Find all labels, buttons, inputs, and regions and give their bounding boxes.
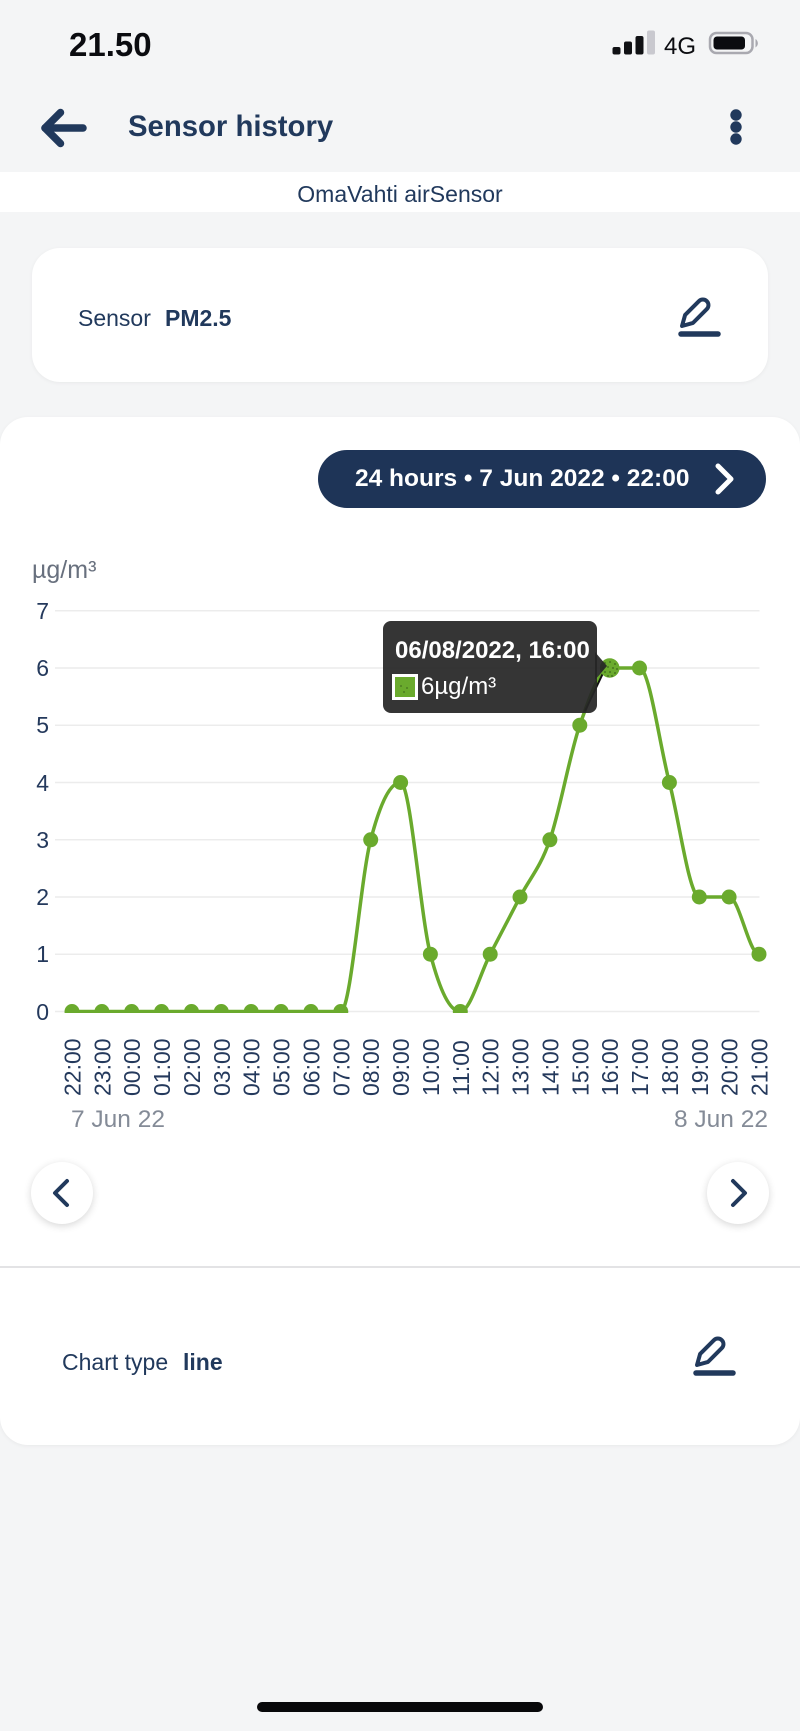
svg-text:19:00: 19:00: [687, 1038, 713, 1096]
svg-text:06:00: 06:00: [299, 1038, 325, 1096]
svg-text:1: 1: [36, 941, 49, 967]
svg-text:09:00: 09:00: [388, 1038, 414, 1096]
svg-text:0: 0: [36, 999, 49, 1025]
svg-text:05:00: 05:00: [269, 1038, 295, 1096]
svg-text:8 Jun 22: 8 Jun 22: [674, 1106, 768, 1133]
svg-text:2: 2: [36, 884, 49, 910]
svg-text:4G: 4G: [664, 33, 696, 60]
svg-text:02:00: 02:00: [179, 1038, 205, 1096]
svg-text:15:00: 15:00: [567, 1038, 593, 1096]
svg-text:4: 4: [36, 770, 49, 796]
svg-text:23:00: 23:00: [89, 1038, 115, 1096]
svg-text:3: 3: [36, 827, 49, 853]
svg-text:6: 6: [36, 655, 49, 681]
svg-text:12:00: 12:00: [478, 1038, 504, 1096]
svg-text:01:00: 01:00: [149, 1038, 175, 1096]
svg-text:10:00: 10:00: [418, 1038, 444, 1096]
svg-text:04:00: 04:00: [239, 1038, 265, 1096]
svg-text:17:00: 17:00: [627, 1038, 653, 1096]
svg-text:07:00: 07:00: [328, 1038, 354, 1096]
svg-text:16:00: 16:00: [597, 1038, 623, 1096]
svg-text:5: 5: [36, 712, 49, 738]
svg-text:7: 7: [36, 598, 49, 624]
svg-text:7 Jun 22: 7 Jun 22: [71, 1106, 165, 1133]
svg-text:18:00: 18:00: [657, 1038, 683, 1096]
svg-text:11:00: 11:00: [448, 1040, 474, 1096]
svg-text:22:00: 22:00: [60, 1038, 86, 1096]
svg-text:13:00: 13:00: [508, 1038, 534, 1096]
svg-text:08:00: 08:00: [358, 1038, 384, 1096]
svg-text:µg/m³: µg/m³: [32, 556, 96, 584]
svg-text:14:00: 14:00: [537, 1038, 563, 1096]
svg-text:20:00: 20:00: [717, 1038, 743, 1096]
svg-text:21:00: 21:00: [747, 1038, 773, 1096]
svg-text:00:00: 00:00: [119, 1038, 145, 1096]
svg-text:03:00: 03:00: [209, 1038, 235, 1096]
